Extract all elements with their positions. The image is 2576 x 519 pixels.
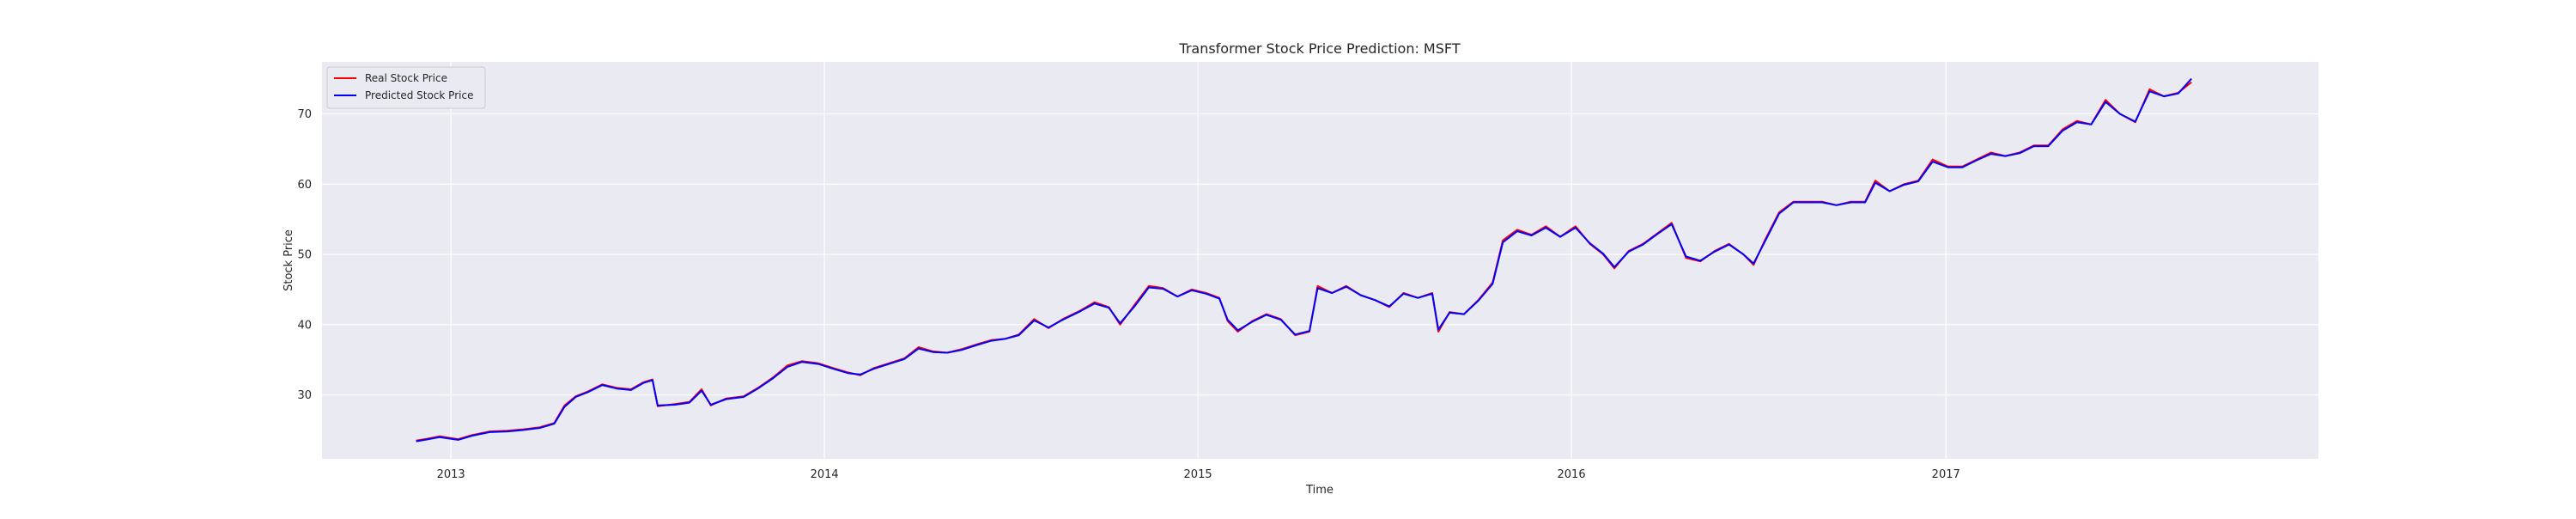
- x-tick-label-1: 2014: [811, 468, 839, 481]
- x-axis-ticks: 2013 2014 2015 2016 2017: [437, 468, 1960, 481]
- y-axis-label: Stock Price: [283, 229, 295, 291]
- chart-title: Transformer Stock Price Prediction: MSFT: [1178, 40, 1460, 57]
- legend-label-predicted: Predicted Stock Price: [365, 89, 473, 101]
- y-tick-label-1: 40: [297, 319, 312, 332]
- y-tick-label-3: 60: [297, 179, 312, 192]
- x-tick-label-4: 2017: [1932, 468, 1960, 481]
- y-tick-label-0: 30: [297, 389, 312, 402]
- grid: [322, 62, 2318, 459]
- series-line-predicted: [416, 77, 2192, 443]
- x-tick-label-0: 2013: [437, 468, 465, 481]
- y-tick-label-4: 70: [297, 108, 312, 121]
- legend-box: [326, 66, 486, 109]
- x-axis-label: Time: [1305, 484, 1334, 497]
- legend: Real Stock Price Predicted Stock Price: [326, 66, 486, 109]
- y-tick-label-2: 50: [297, 249, 312, 262]
- legend-label-real: Real Stock Price: [365, 72, 447, 84]
- plot-area: [322, 62, 2318, 459]
- y-axis-ticks: 30 40 50 60 70: [297, 108, 312, 402]
- series-lines: [416, 77, 2192, 443]
- x-tick-label-3: 2016: [1558, 468, 1586, 481]
- x-tick-label-2: 2015: [1184, 468, 1212, 481]
